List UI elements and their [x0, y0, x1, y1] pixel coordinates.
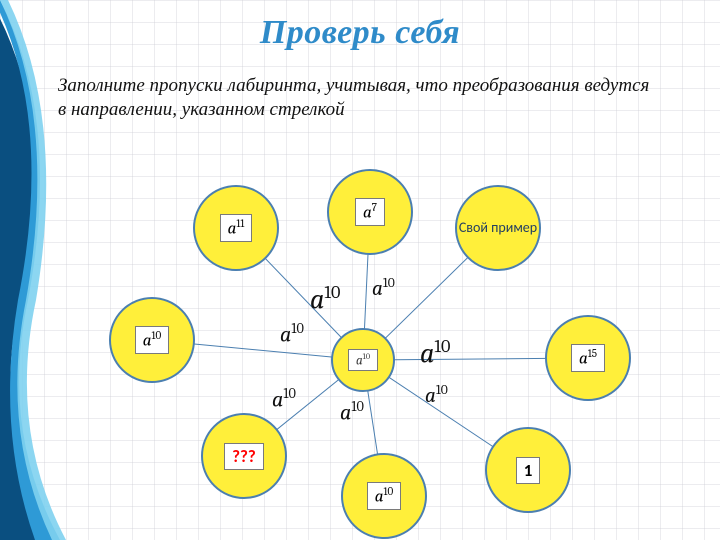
node-text: Свой пример [459, 221, 537, 236]
outer-node-n_own: Свой пример [455, 185, 541, 271]
outer-node-n_a11: a11 [193, 185, 279, 271]
math-plate: a15 [571, 344, 605, 372]
math-plate: a10 [135, 326, 169, 354]
math-plate: a7 [355, 198, 385, 226]
outer-node-n_a15: a15 [545, 315, 631, 401]
math-plate: a10 [367, 482, 401, 510]
outer-node-n_a7: a7 [327, 169, 413, 255]
outer-node-n_a10l: a10 [109, 297, 195, 383]
edge-label-1: a10 [372, 276, 395, 301]
edge-label-2: a10 [280, 320, 304, 347]
edge-label-3: a10 [420, 336, 450, 369]
edge-label-0: a10 [310, 282, 340, 315]
node-unknown: ??? [224, 443, 264, 470]
outer-node-n_a10b: a10 [341, 453, 427, 539]
slide-root: Проверь себя Заполните пропуски лабиринт… [0, 0, 720, 540]
node-plain: 1 [516, 457, 541, 484]
math-plate: a10 [348, 349, 378, 371]
math-plate: a11 [220, 214, 253, 242]
outer-node-n_one: 1 [485, 427, 571, 513]
edge-label-5: a10 [272, 385, 296, 412]
edge-label-6: a10 [340, 398, 364, 425]
center-node: a10 [331, 328, 395, 392]
edge-label-4: a10 [425, 383, 448, 408]
diagram-container: a10a7Свой примерa151a10???a10a11 a10a10a… [0, 0, 720, 540]
outer-node-n_qqq: ??? [201, 413, 287, 499]
